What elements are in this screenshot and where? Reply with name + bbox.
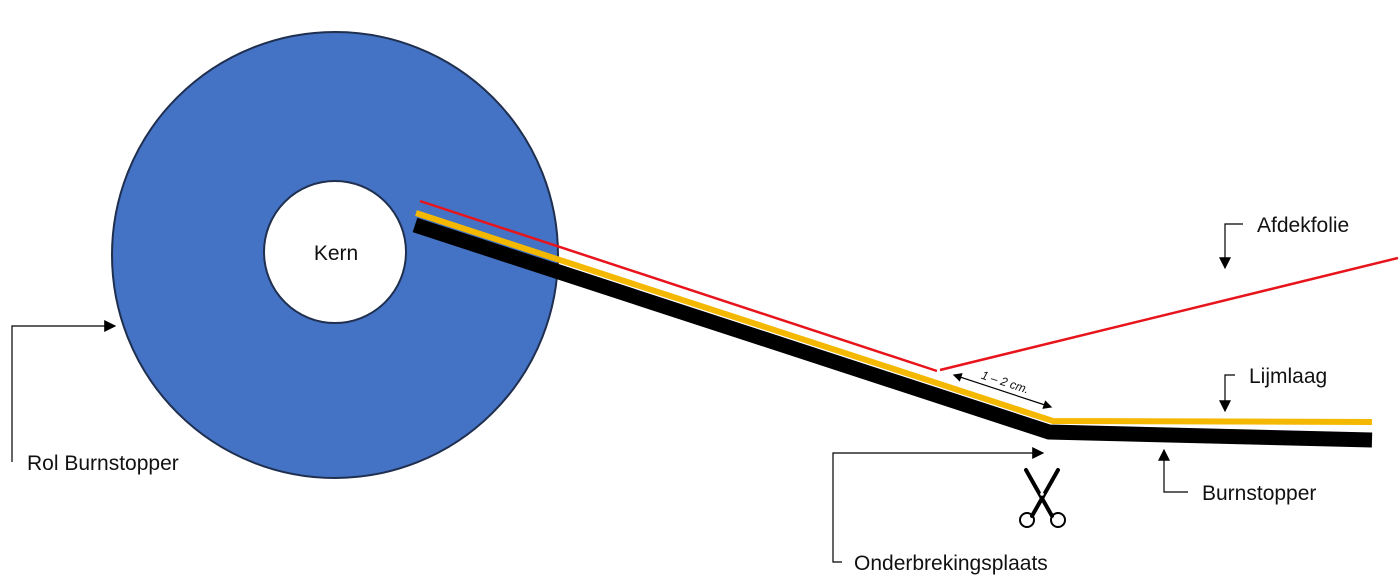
core-shape xyxy=(263,180,407,324)
cover-film-peeled-line xyxy=(939,256,1399,372)
scissors-icon xyxy=(1019,468,1066,528)
adhesive-strip xyxy=(415,210,1373,425)
cover-film-line xyxy=(419,199,938,373)
burnstopper-strip xyxy=(412,217,1373,448)
burnstopper-connector xyxy=(1158,448,1188,493)
gap-dimension-arrow xyxy=(952,373,1053,409)
adhesive-label: Lijmlaag xyxy=(1249,365,1327,388)
interruption-connector xyxy=(832,447,1045,563)
cover-film-label: Afdekfolie xyxy=(1257,214,1349,237)
roll-label: Rol Burnstopper xyxy=(27,452,179,475)
adhesive-connector xyxy=(1219,374,1235,413)
core-label: Kern xyxy=(314,242,358,265)
burnstopper-label: Burnstopper xyxy=(1202,482,1316,505)
roll-label-connector xyxy=(11,320,117,462)
interruption-label: Onderbrekingsplaats xyxy=(854,552,1048,575)
cover-film-connector xyxy=(1219,223,1243,270)
